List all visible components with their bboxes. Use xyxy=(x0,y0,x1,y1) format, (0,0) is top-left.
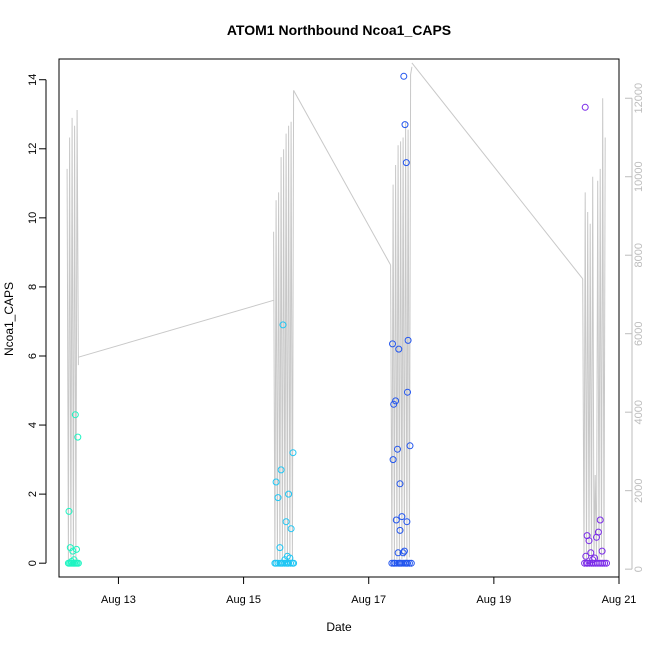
scatter-point xyxy=(594,528,602,536)
scatter-point xyxy=(394,549,402,557)
y2-tick-label: 8000 xyxy=(633,243,645,267)
y2-tick-label: 12000 xyxy=(633,83,645,114)
scatter-point xyxy=(287,559,294,567)
line-segment-1 xyxy=(66,109,79,562)
scatter-point xyxy=(402,159,410,167)
scatter-point xyxy=(392,397,400,405)
scatter-point xyxy=(70,556,78,564)
scatter-point xyxy=(65,507,73,515)
y-tick-label: 14 xyxy=(27,74,39,86)
scatter-point xyxy=(405,559,413,567)
scatter-point xyxy=(290,559,298,567)
scatter-point xyxy=(400,72,408,80)
y-tick-label: 10 xyxy=(27,212,39,224)
x-tick-label: Aug 19 xyxy=(476,594,511,606)
y-axis-label: Ncoa1_CAPS xyxy=(2,282,16,356)
scatter-point xyxy=(396,480,404,488)
x-tick-label: Aug 15 xyxy=(226,594,261,606)
y-tick-label: 6 xyxy=(27,353,39,359)
scatter-point xyxy=(404,388,411,396)
line-segment-2 xyxy=(273,90,295,564)
scatter-point xyxy=(279,321,287,329)
y-tick-label: 8 xyxy=(27,284,39,290)
scatter-point xyxy=(285,559,293,567)
y2-tick-label: 4000 xyxy=(633,400,645,424)
scatter-point xyxy=(406,442,414,450)
y-tick-label: 12 xyxy=(27,143,39,155)
scatter-point xyxy=(598,547,606,555)
scatter-point xyxy=(400,547,408,555)
chart-title: ATOM1 Northbound Ncoa1_CAPS xyxy=(227,22,451,38)
scatter-point xyxy=(601,559,609,567)
y-tick-label: 2 xyxy=(27,491,39,497)
y2-tick-label: 10000 xyxy=(633,161,645,192)
x-tick-label: Aug 17 xyxy=(351,594,386,606)
scatter-point xyxy=(403,518,411,526)
scatter-point xyxy=(395,345,403,353)
scatter-point xyxy=(283,552,291,560)
scatter-point xyxy=(394,445,401,453)
scatter-point xyxy=(282,518,290,526)
scatter-point xyxy=(396,526,404,534)
scatter-point xyxy=(581,559,589,567)
line-connector-2 xyxy=(293,90,392,266)
scatter-point xyxy=(390,400,398,408)
scatter-point xyxy=(389,456,397,464)
line-connector-3 xyxy=(411,62,584,280)
scatter-point xyxy=(582,552,590,560)
scatter-point xyxy=(389,340,396,348)
scatter-points-layer xyxy=(64,72,610,567)
y2-tick-label: 0 xyxy=(633,566,645,572)
scatter-point xyxy=(272,478,280,486)
line-series-layer xyxy=(66,62,606,564)
scatter-point xyxy=(599,559,607,567)
y2-axis: 0 2000 4000 6000 8000 10000 12000 xyxy=(625,83,645,572)
scatter-point xyxy=(407,559,415,567)
plot-frame xyxy=(58,58,620,578)
scatter-point xyxy=(274,494,282,502)
line-connector-1 xyxy=(78,299,274,358)
scatter-point xyxy=(398,513,406,521)
y-axis: 0 2 4 6 8 10 12 14 xyxy=(27,74,47,566)
y2-tick-label: 6000 xyxy=(633,321,645,345)
scatter-point xyxy=(287,525,295,533)
scatter-point xyxy=(74,433,82,441)
scatter-point xyxy=(276,544,284,552)
scatter-point xyxy=(591,554,599,562)
scatter-point xyxy=(585,537,593,545)
y2-tick-label: 2000 xyxy=(633,478,645,502)
scatter-point xyxy=(392,516,400,524)
line-segment-3 xyxy=(390,66,413,564)
scatter-point xyxy=(71,411,79,419)
scatter-point xyxy=(289,449,297,457)
scatter-point xyxy=(596,516,604,524)
scatter-point xyxy=(404,336,412,344)
y-tick-label: 4 xyxy=(27,422,39,428)
scatter-point xyxy=(589,556,597,564)
x-tick-label: Aug 13 xyxy=(101,594,136,606)
scatter-point xyxy=(581,103,589,111)
scatter-point xyxy=(73,545,80,553)
x-tick-label: Aug 21 xyxy=(602,594,637,606)
scatter-point xyxy=(603,559,610,567)
scatter-point xyxy=(69,547,77,555)
y-tick-label: 0 xyxy=(27,560,39,566)
line-segment-4 xyxy=(582,98,606,564)
scatter-point xyxy=(74,559,82,567)
x-axis: Aug 13 Aug 15 Aug 17 Aug 19 Aug 21 xyxy=(101,576,637,606)
scatter-point xyxy=(277,466,285,474)
scatter-point xyxy=(404,559,411,567)
scatter-point xyxy=(587,549,595,557)
scatter-point xyxy=(401,121,409,129)
scatter-point xyxy=(399,549,407,557)
scatter-point xyxy=(285,490,293,498)
x-axis-label: Date xyxy=(326,620,352,634)
